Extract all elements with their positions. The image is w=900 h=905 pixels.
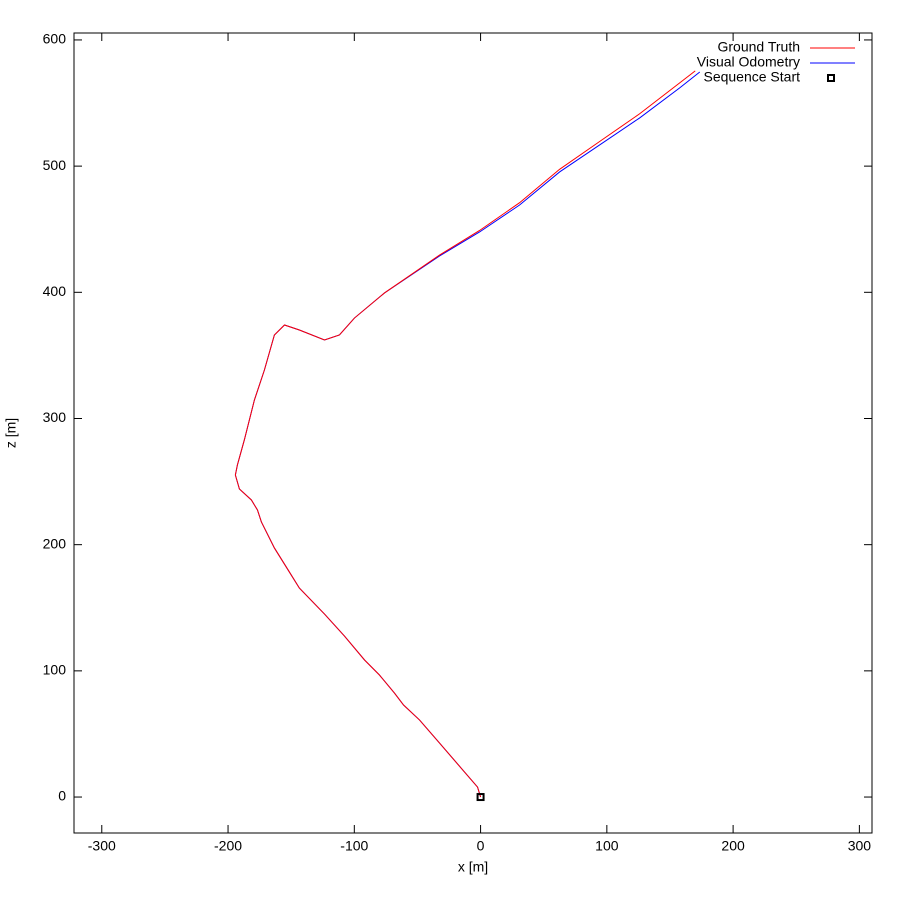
start-marker (476, 793, 485, 802)
x-tick-label: 300 (848, 838, 872, 854)
trajectory-line (234, 70, 696, 798)
y-tick-label: 600 (43, 31, 67, 47)
legend-marker (827, 74, 835, 82)
y-tick-label: 300 (43, 409, 67, 425)
x-tick-label: -300 (88, 838, 116, 854)
trajectory-line (234, 71, 701, 798)
y-tick-label: 400 (43, 283, 67, 299)
legend-label: Visual Odometry (697, 54, 800, 70)
x-axis-label: x [m] (458, 859, 488, 875)
y-tick-label: 200 (43, 535, 67, 551)
legend-label: Sequence Start (703, 69, 800, 85)
y-axis-label: z [m] (3, 418, 19, 448)
legend-label: Ground Truth (718, 39, 801, 55)
y-tick-label: 100 (43, 662, 67, 678)
y-tick-label: 500 (43, 157, 67, 173)
x-tick-label: 0 (477, 838, 485, 854)
y-tick-label: 0 (58, 788, 66, 804)
x-tick-label: -100 (340, 838, 368, 854)
x-tick-label: -200 (214, 838, 242, 854)
plot-frame (73, 32, 873, 834)
x-tick-label: 100 (595, 838, 619, 854)
x-tick-label: 200 (721, 838, 745, 854)
